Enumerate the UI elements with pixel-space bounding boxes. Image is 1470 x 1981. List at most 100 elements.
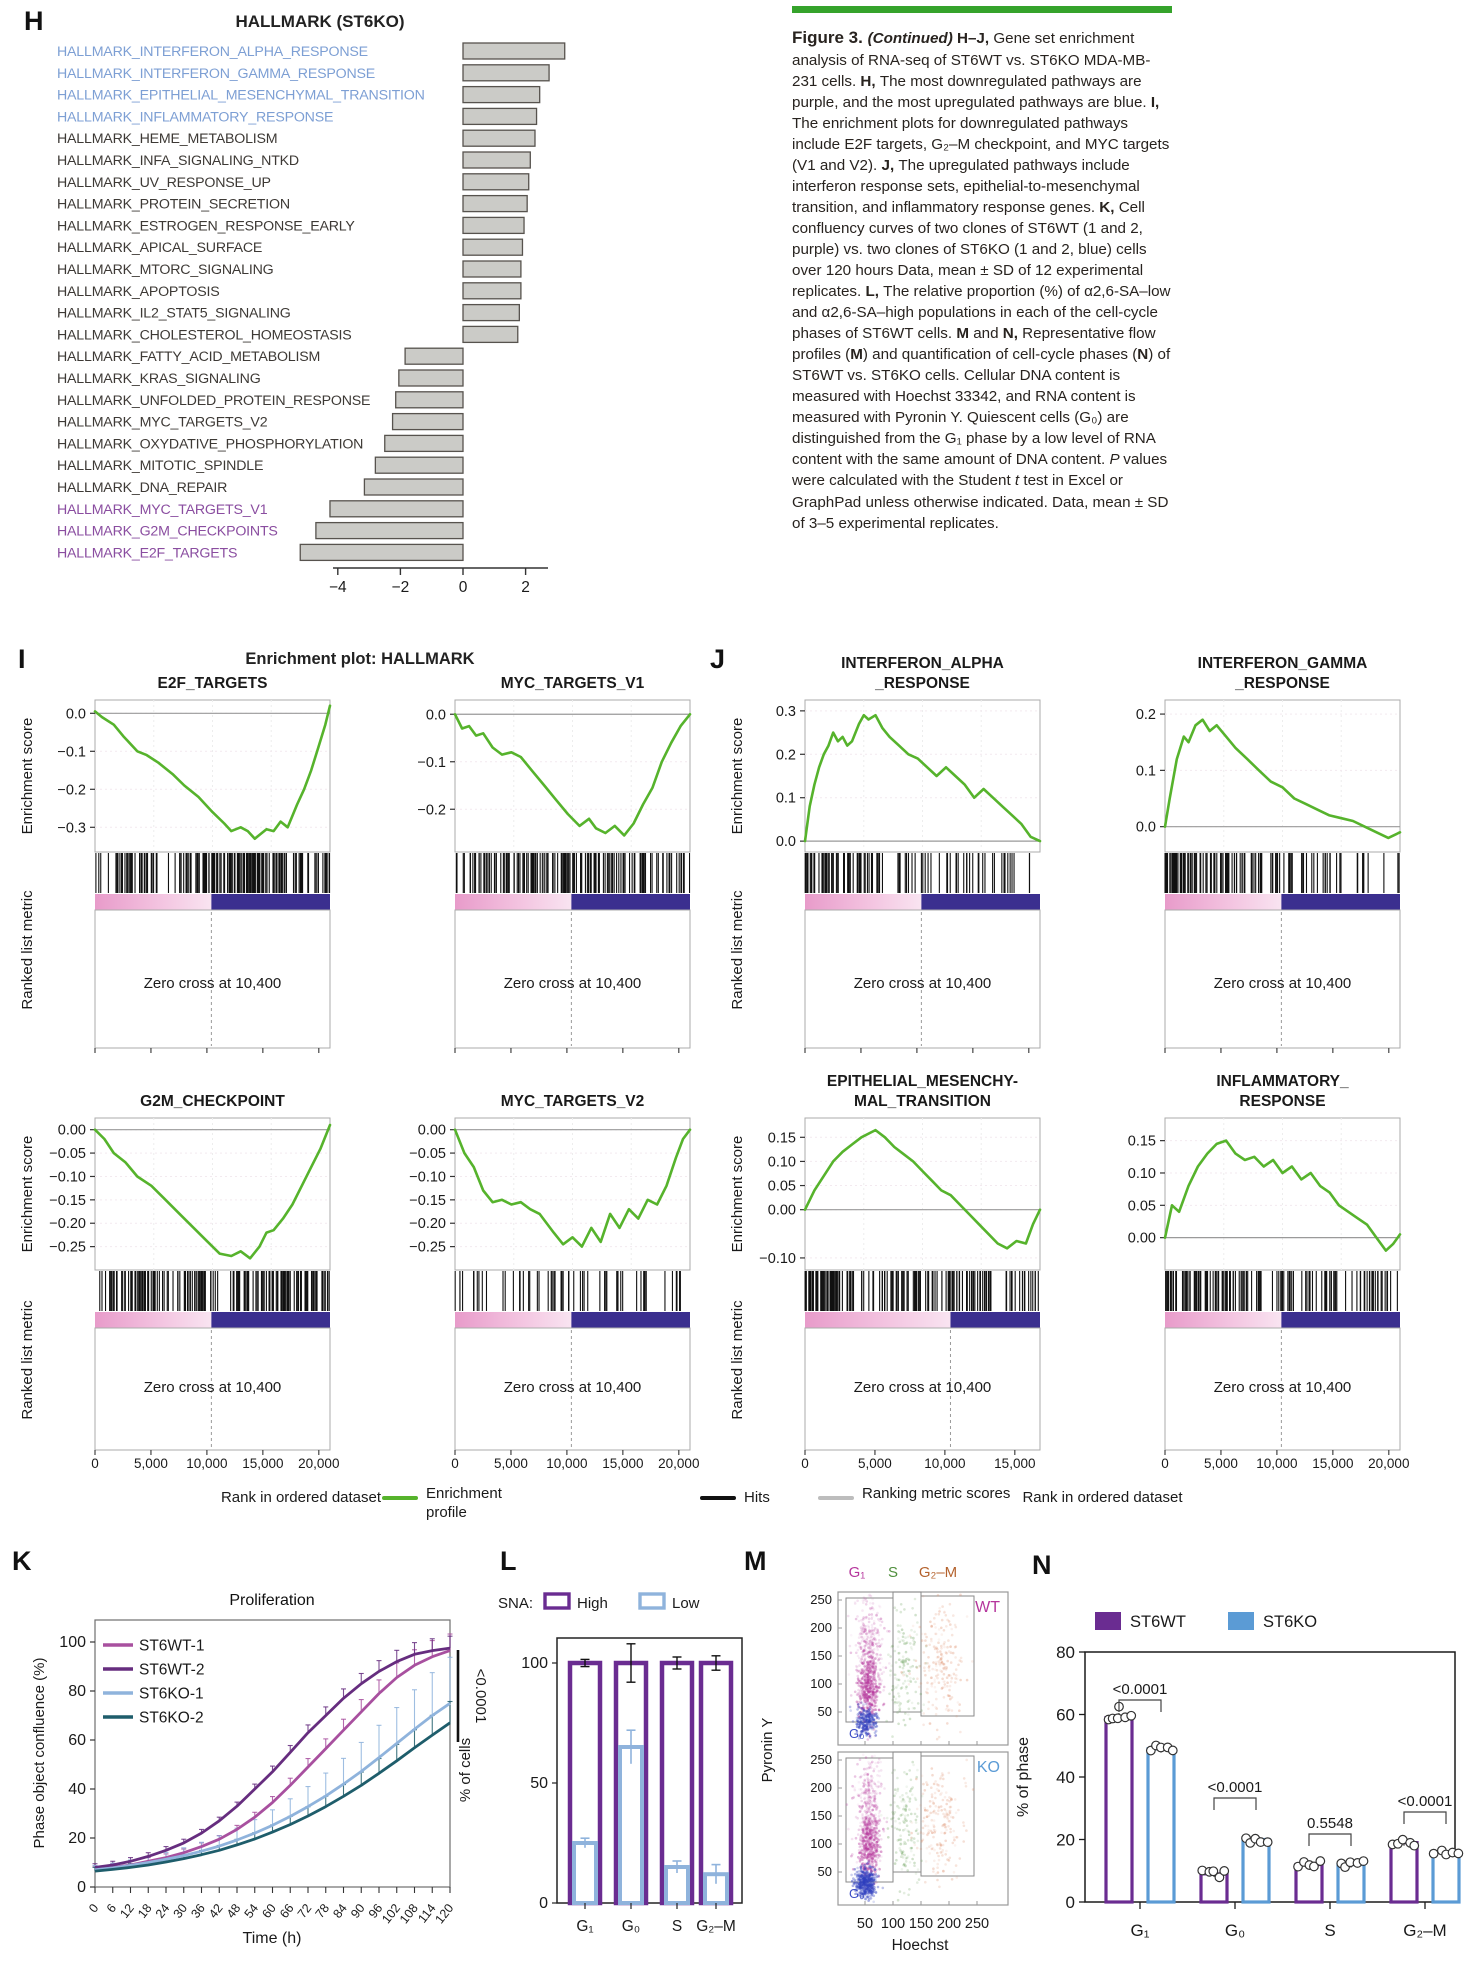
svg-text:% of phase: % of phase xyxy=(1015,1737,1032,1817)
svg-text:−0.10: −0.10 xyxy=(759,1251,796,1267)
svg-text:−0.1: −0.1 xyxy=(57,744,86,760)
caption-segment: L, xyxy=(865,283,884,301)
svg-text:66: 66 xyxy=(277,1901,297,1921)
caption-segment: t xyxy=(1014,472,1024,490)
panel-k-letter: K xyxy=(12,1546,32,1576)
svg-text:0.1: 0.1 xyxy=(776,791,796,807)
svg-text:0.05: 0.05 xyxy=(768,1179,796,1195)
gsea-legend-enrichment-profile: Enrichment profile xyxy=(426,1485,502,1522)
svg-text:_RESPONSE: _RESPONSE xyxy=(1234,675,1330,692)
svg-text:0: 0 xyxy=(539,1895,548,1912)
svg-text:High: High xyxy=(577,1595,608,1612)
panel-k-title: Proliferation xyxy=(229,1592,315,1609)
svg-text:0.1: 0.1 xyxy=(1136,763,1156,779)
panel-h-letter: H xyxy=(24,6,44,36)
svg-text:0: 0 xyxy=(459,579,468,596)
caption-segment: J, xyxy=(881,156,899,174)
panel-h-title: HALLMARK (ST6KO) xyxy=(235,12,405,31)
svg-text:<0.0001: <0.0001 xyxy=(1113,1681,1168,1698)
caption-segment: H, xyxy=(860,72,880,90)
svg-text:−0.2: −0.2 xyxy=(57,782,86,798)
panel-j-letter: J xyxy=(710,644,726,674)
svg-text:G2M_CHECKPOINT: G2M_CHECKPOINT xyxy=(140,1093,285,1110)
svg-text:G₁: G₁ xyxy=(1131,1921,1150,1940)
svg-text:0.00: 0.00 xyxy=(768,1203,796,1219)
panel-l-letter: L xyxy=(500,1546,517,1576)
caption-segment: ) of ST6WT vs. ST6KO cells. Cellular DNA… xyxy=(792,346,1171,469)
svg-text:42: 42 xyxy=(206,1901,226,1921)
svg-text:ST6KO-1: ST6KO-1 xyxy=(139,1686,204,1703)
svg-text:HALLMARK_IL2_STAT5_SIGNALING: HALLMARK_IL2_STAT5_SIGNALING xyxy=(57,306,291,322)
caption-segment: I, xyxy=(1150,93,1160,111)
svg-text:250: 250 xyxy=(810,1752,832,1767)
svg-text:0.15: 0.15 xyxy=(1128,1134,1156,1150)
svg-text:HALLMARK_MYC_TARGETS_V1: HALLMARK_MYC_TARGETS_V1 xyxy=(57,502,268,518)
svg-text:48: 48 xyxy=(224,1901,244,1921)
svg-text:HALLMARK_APOPTOSIS: HALLMARK_APOPTOSIS xyxy=(57,284,220,300)
svg-text:80: 80 xyxy=(1056,1643,1075,1662)
panel-i-letter: I xyxy=(18,644,26,674)
svg-text:KO: KO xyxy=(977,1759,1000,1776)
svg-text:−4: −4 xyxy=(329,579,347,596)
svg-text:15,000: 15,000 xyxy=(242,1456,283,1471)
svg-text:0.05: 0.05 xyxy=(1128,1198,1156,1214)
svg-text:−2: −2 xyxy=(392,579,410,596)
svg-text:G₀: G₀ xyxy=(1225,1921,1245,1940)
svg-text:Enrichment score: Enrichment score xyxy=(729,1136,746,1253)
svg-text:HALLMARK_MITOTIC_SPINDLE: HALLMARK_MITOTIC_SPINDLE xyxy=(57,458,263,474)
gsea-plot-j11: INFLAMMATORY_ RESPONSE 0.15 0.10 0.05 0.00 Zer… xyxy=(1128,1073,1410,1471)
svg-text:0.0: 0.0 xyxy=(1136,820,1156,836)
svg-text:0: 0 xyxy=(91,1456,99,1471)
svg-text:−0.25: −0.25 xyxy=(409,1240,446,1256)
svg-text:HALLMARK_G2M_CHECKPOINTS: HALLMARK_G2M_CHECKPOINTS xyxy=(57,524,278,540)
svg-text:84: 84 xyxy=(330,1901,350,1921)
svg-text:Ranked list metric: Ranked list metric xyxy=(729,890,746,1010)
svg-text:Zero cross at 10,400: Zero cross at 10,400 xyxy=(854,975,992,992)
caption-segment: (Continued) xyxy=(867,30,957,47)
gsea-plot-j01: INTERFERON_GAMMA _RESPONSE 0.2 0.1 0.0 Zero c… xyxy=(1136,655,1402,1053)
svg-text:HALLMARK_INTERFERON_ALPHA_RESP: HALLMARK_INTERFERON_ALPHA_RESPONSE xyxy=(57,44,368,60)
caption-segment: K, xyxy=(1099,198,1119,216)
svg-text:Ranked list metric: Ranked list metric xyxy=(19,890,36,1010)
svg-text:5,000: 5,000 xyxy=(1204,1456,1238,1471)
svg-text:0.10: 0.10 xyxy=(768,1154,796,1170)
svg-text:5,000: 5,000 xyxy=(858,1456,892,1471)
svg-text:100: 100 xyxy=(521,1655,548,1672)
svg-text:150: 150 xyxy=(810,1648,832,1663)
svg-text:HALLMARK_UV_RESPONSE_UP: HALLMARK_UV_RESPONSE_UP xyxy=(57,175,271,191)
svg-text:<0.0001: <0.0001 xyxy=(1208,1779,1263,1796)
caption-segment: values were calculated with the Student xyxy=(792,451,1168,490)
svg-text:−0.1: −0.1 xyxy=(417,755,446,771)
svg-text:HALLMARK_E2F_TARGETS: HALLMARK_E2F_TARGETS xyxy=(57,545,237,561)
svg-text:120: 120 xyxy=(432,1901,456,1926)
svg-text:80: 80 xyxy=(68,1683,86,1700)
svg-text:20,000: 20,000 xyxy=(1368,1456,1409,1471)
svg-text:−0.20: −0.20 xyxy=(409,1216,446,1232)
caption-segment: The upregulated pathways include interfe… xyxy=(792,156,1140,216)
svg-text:−0.3: −0.3 xyxy=(57,820,86,836)
caption-segment: N, xyxy=(1002,325,1023,343)
svg-text:G₂–M: G₂–M xyxy=(1403,1921,1446,1940)
svg-text:−0.15: −0.15 xyxy=(409,1193,446,1209)
panel-h-axis: −4 −2 0 2 xyxy=(329,567,548,596)
svg-text:20: 20 xyxy=(1056,1831,1075,1850)
svg-text:−0.2: −0.2 xyxy=(417,802,446,818)
gsea-xaxis-label-right: Rank in ordered dataset xyxy=(1022,1489,1183,1506)
svg-text:10,000: 10,000 xyxy=(186,1456,227,1471)
svg-text:0.5548: 0.5548 xyxy=(1307,1815,1353,1832)
svg-text:150: 150 xyxy=(909,1916,933,1932)
svg-text:EPITHELIAL_MESENCHY-: EPITHELIAL_MESENCHY- xyxy=(827,1073,1018,1090)
svg-text:15,000: 15,000 xyxy=(994,1456,1035,1471)
svg-text:0.2: 0.2 xyxy=(1136,707,1156,723)
svg-text:150: 150 xyxy=(810,1808,832,1823)
gsea-ylabels-j: Enrichment score Ranked list metric xyxy=(729,1136,746,1420)
svg-text:0.10: 0.10 xyxy=(1128,1166,1156,1182)
gsea-legend-hits: Hits xyxy=(744,1489,770,1506)
svg-text:−0.10: −0.10 xyxy=(49,1169,86,1185)
caption-segment: N xyxy=(1137,346,1149,364)
svg-text:Hoechst: Hoechst xyxy=(892,1937,950,1954)
svg-text:HALLMARK_OXYDATIVE_PHOSPHORYLA: HALLMARK_OXYDATIVE_PHOSPHORYLATION xyxy=(57,436,363,452)
gsea-plot-i01: MYC_TARGETS_V1 0.0 −0.1 −0.2 Zero cross at 1… xyxy=(417,675,692,1053)
svg-text:Low: Low xyxy=(672,1595,700,1612)
